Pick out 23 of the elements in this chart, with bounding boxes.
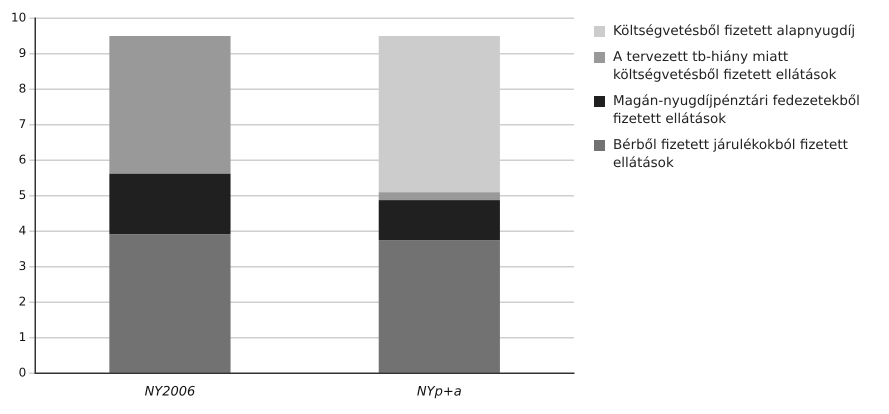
bar: [109, 234, 231, 373]
y-tick-label: 8: [18, 81, 26, 96]
y-tick-label: 7: [18, 116, 26, 131]
y-tick-label: 1: [18, 330, 26, 344]
y-tick-label: 2: [18, 294, 26, 308]
y-tick-label: 6: [18, 152, 26, 166]
legend-label: Magán-nyugdíjpénztári fedezetekből fizetett ellátások: [613, 92, 861, 128]
y-tick-label: 10: [10, 10, 26, 24]
bar: [378, 192, 500, 200]
bar: [378, 240, 500, 373]
x-tick-label: NYp+a: [416, 384, 462, 400]
legend-label: Bérből fizetett járulékokból fizetett ellátások: [613, 136, 849, 172]
y-tick-label: 4: [18, 223, 26, 238]
y-tick-label: 3: [18, 258, 26, 273]
bar: [109, 36, 231, 174]
y-tick-label: 0: [18, 366, 26, 380]
x-tick-label: NY2006: [144, 384, 196, 400]
bar: [109, 174, 231, 234]
y-tick-label: 5: [18, 188, 26, 202]
legend-label: A tervezett tb-hiány miatt költségvetésből fizetett ellátások: [613, 48, 838, 84]
bar: [378, 200, 500, 240]
legend-label: Költségvetésből fizetett alapnyugdíj: [613, 22, 856, 40]
y-tick-label: 9: [18, 46, 26, 60]
